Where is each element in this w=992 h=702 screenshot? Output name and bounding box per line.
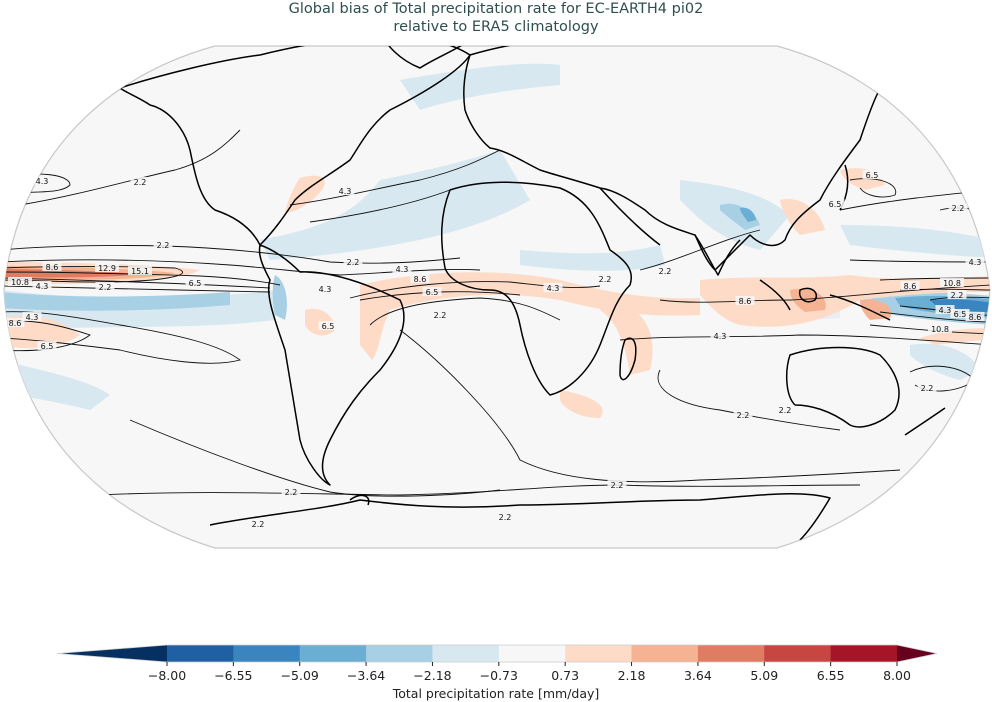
- colorbar-segment: [631, 645, 699, 662]
- colorbar-label: Total precipitation rate [mm/day]: [392, 686, 600, 701]
- colorbar-tick-label: −8.00: [147, 668, 187, 683]
- contour-label: 2.2: [779, 406, 792, 415]
- contour-label: 4.3: [339, 187, 352, 196]
- contour-label: 2.2: [659, 267, 672, 276]
- contour-label: 2.2: [951, 291, 964, 300]
- contour-label: 8.6: [46, 263, 59, 272]
- contour-label: 6.5: [322, 322, 335, 331]
- colorbar-tick-label: 5.09: [750, 668, 779, 683]
- contour-label: 2.2: [134, 178, 147, 187]
- contour-label: 6.5: [829, 200, 842, 209]
- contour-label: 2.2: [99, 283, 112, 292]
- contour-label: 8.6: [739, 297, 752, 306]
- contour-label: 2.2: [434, 311, 447, 320]
- contour-label: 2.2: [285, 488, 298, 497]
- colorbar-segment: [764, 645, 832, 662]
- contour-label: 10.8: [943, 279, 961, 288]
- contour-label: 12.9: [98, 264, 116, 273]
- title-line-1: Global bias of Total precipitation rate …: [288, 1, 704, 17]
- contour-label: 2.2: [737, 411, 750, 420]
- colorbar-segment: [366, 645, 433, 662]
- contour-label: 2.2: [499, 513, 512, 522]
- contour-label: 8.6: [9, 319, 22, 328]
- contour-label: 10.8: [931, 325, 949, 334]
- colorbar: [56, 644, 938, 666]
- colorbar-segment: [233, 645, 301, 662]
- colorbar-tick-label: −3.64: [346, 668, 386, 683]
- colorbar-tick-label: 0.73: [551, 668, 580, 683]
- colorbar-segment: [432, 645, 500, 662]
- contour-label: 4.3: [26, 313, 39, 322]
- figure-title: Global bias of Total precipitation rate …: [0, 0, 992, 36]
- contour-label: 4.3: [969, 258, 982, 267]
- contour-label: 2.2: [252, 520, 265, 529]
- colorbar-segment: [299, 645, 367, 662]
- colorbar-tick-label: 8.00: [883, 668, 911, 683]
- title-line-2: relative to ERA5 climatology: [393, 19, 599, 35]
- contour-label: 4.3: [319, 285, 332, 294]
- colorbar-segment: [830, 645, 898, 662]
- colorbar-segment: [167, 645, 234, 662]
- coastlines: [119, 46, 946, 541]
- contour-label: 6.5: [426, 288, 439, 297]
- contour-label: 4.3: [939, 306, 952, 315]
- contour-label: 4.3: [36, 177, 49, 186]
- contour-label: 10.8: [11, 278, 29, 287]
- colorbar-tick-label: 6.55: [816, 668, 845, 683]
- contour-label: 4.3: [714, 332, 727, 341]
- colorbar-tick-label: −5.09: [280, 668, 319, 683]
- bias-field: 4.3 2.2 4.3 2.2 2.2 8.6 12.9 15.1 4.3 10.8 4.3 2.2 6…: [4, 46, 990, 541]
- contour-label: 15.1: [131, 267, 149, 276]
- colorbar-tick-label: −2.18: [413, 668, 452, 683]
- colorbar-segment: [498, 645, 566, 662]
- colorbar-segment: [565, 645, 633, 662]
- colorbar-under-arrow: [57, 645, 167, 662]
- contour-label: 4.3: [36, 282, 49, 291]
- colorbar-tick-label: 3.64: [683, 668, 712, 683]
- contour-label: 2.2: [921, 384, 934, 393]
- contour-label: 8.6: [414, 275, 427, 284]
- contour-label: 4.3: [547, 284, 560, 293]
- negative-bias-very-strong: [930, 299, 990, 312]
- contour-label: 2.2: [347, 258, 360, 267]
- contour-label: 6.5: [866, 171, 879, 180]
- colorbar-tick-label: −6.55: [214, 668, 253, 683]
- positive-bias-strong: [4, 269, 140, 278]
- contour-labels: 4.3 2.2 4.3 2.2 2.2 8.6 12.9 15.1 4.3 10.8 4.3 2.2 6…: [5, 170, 985, 529]
- colorbar-segment: [697, 645, 765, 662]
- contour-label: 2.2: [611, 481, 624, 490]
- contour-label: 8.6: [904, 282, 917, 291]
- map-globe: [3, 45, 991, 549]
- contour-label: 2.2: [599, 275, 612, 284]
- contour-label: 6.5: [954, 310, 967, 319]
- colorbar-tick-label: −0.73: [479, 668, 518, 683]
- colorbar-over-arrow: [897, 645, 937, 662]
- contour-label: 6.5: [189, 279, 202, 288]
- contour-label: 6.5: [41, 342, 54, 351]
- contour-label: 8.6: [969, 313, 982, 322]
- contour-label: 2.2: [952, 204, 965, 213]
- contour-label: 4.3: [396, 265, 409, 274]
- contour-label: 2.2: [157, 241, 170, 250]
- colorbar-tick-label: 2.18: [617, 668, 646, 683]
